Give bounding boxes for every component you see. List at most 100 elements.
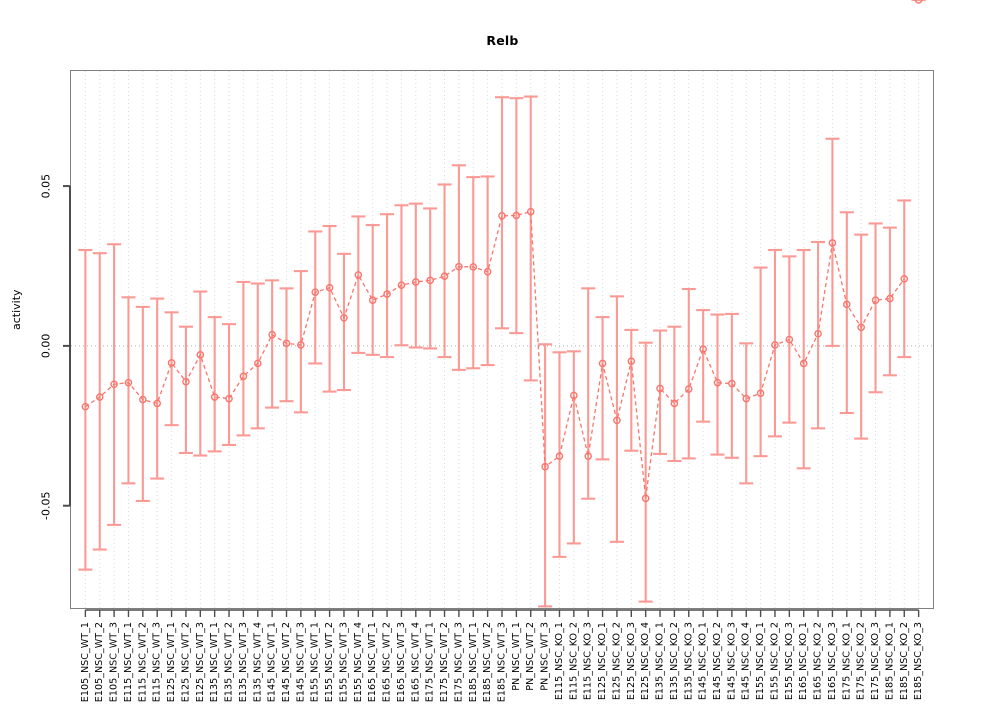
data-point: [124, 378, 133, 387]
error-bar: [696, 309, 711, 423]
data-point: [368, 296, 377, 304]
data-point: [153, 399, 161, 408]
x-tick-label: E135_NSC_WT_2: [224, 622, 235, 702]
x-tick-label: E185_NSC_WT_2: [482, 622, 493, 702]
error-bar: [724, 312, 739, 459]
x-tick-label: PN_NSC_WT_2: [525, 622, 536, 691]
data-point: [684, 385, 693, 393]
x-tick-label: E145_NSC_KO_3: [726, 622, 737, 700]
data-point: [512, 211, 521, 220]
x-tick-label: E145_NSC_WT_2: [281, 622, 292, 702]
x-tick-label: E125_NSC_KO_1: [597, 622, 608, 700]
error-bar: [408, 202, 423, 349]
error-bar: [365, 224, 380, 356]
error-bar: [236, 280, 251, 437]
y-tick-label: 0.00: [40, 334, 53, 359]
error-bar: [207, 316, 222, 453]
error-bar: [336, 252, 351, 392]
data-point: [914, 0, 923, 4]
data-point: [239, 372, 248, 381]
x-tick-label: E125_NSC_WT_3: [195, 622, 206, 702]
x-tick-label: PN_NSC_WT_1: [511, 622, 522, 691]
data-point: [340, 313, 348, 322]
x-tick-label: E135_NSC_WT_3: [238, 622, 249, 702]
data-point: [799, 359, 808, 368]
x-tick-label: E135_NSC_WT_1: [209, 622, 220, 702]
x-tick-label: E155_NSC_KO_2: [769, 622, 780, 700]
data-point: [670, 399, 679, 408]
x-tick-label: E135_NSC_KO_1: [655, 622, 666, 700]
x-tick-label: E175_NSC_KO_2: [856, 622, 867, 700]
x-tick-label: E145_NSC_KO_4: [741, 622, 752, 700]
x-tick-label: E155_NSC_KO_1: [755, 622, 766, 700]
data-point: [526, 207, 535, 216]
data-point: [541, 462, 549, 471]
error-bar: [279, 287, 294, 403]
data-point: [282, 339, 291, 348]
data-point: [110, 380, 118, 389]
x-tick-label: E155_NSC_WT_1: [310, 622, 321, 702]
error-bar: [480, 175, 495, 367]
data-point: [570, 391, 578, 400]
error-bar: [322, 224, 337, 393]
page-title: Relb: [486, 33, 519, 48]
data-point: [182, 377, 190, 386]
error-bar: [451, 164, 466, 371]
x-tick-label: E165_NSC_WT_1: [367, 622, 378, 702]
x-tick-label: E175_NSC_WT_3: [453, 622, 464, 702]
data-point: [139, 395, 147, 404]
x-tick-label: E105_NSC_WT_3: [109, 622, 120, 702]
x-tick-label: E135_NSC_WT_4: [252, 622, 263, 702]
error-bar: [222, 323, 237, 447]
error-bar: [523, 95, 538, 382]
data-point: [268, 330, 276, 339]
x-tick-label: E145_NSC_WT_1: [267, 622, 278, 702]
x-tick-label: E115_NSC_KO_2: [568, 622, 579, 700]
x-tick-label: E155_NSC_WT_2: [324, 622, 335, 702]
x-tick-label: E185_NSC_KO_1: [884, 622, 895, 700]
y-tick-label: 0.05: [40, 174, 53, 199]
x-tick-label: E105_NSC_WT_2: [94, 622, 105, 702]
x-tick-label: E125_NSC_KO_2: [611, 622, 622, 700]
x-tick-label: E155_NSC_KO_3: [784, 622, 795, 700]
data-point: [656, 384, 664, 393]
y-tick-label: -0.05: [40, 491, 53, 519]
x-tick-label: E165_NSC_WT_4: [410, 622, 421, 702]
error-bar: [437, 183, 452, 359]
x-tick-label: E175_NSC_KO_1: [841, 622, 852, 700]
x-tick-label: E135_NSC_KO_3: [683, 622, 694, 700]
x-tick-label: E185_NSC_WT_3: [497, 622, 508, 702]
x-tick-label: E125_NSC_KO_3: [626, 622, 637, 700]
x-tick-label: E115_NSC_WT_2: [137, 622, 148, 702]
data-point: [871, 296, 880, 304]
data-point: [483, 267, 492, 276]
data-point: [455, 262, 463, 271]
data-point: [785, 335, 794, 344]
data-point: [613, 416, 621, 425]
error-bar: [854, 233, 869, 440]
error-bar: [767, 248, 782, 438]
error-bar: [739, 342, 754, 485]
error-bar: [839, 211, 854, 415]
x-tick-label: E145_NSC_KO_1: [698, 622, 709, 700]
x-tick-label: E125_NSC_KO_4: [640, 622, 651, 700]
error-bar: [466, 176, 481, 370]
data-point: [756, 389, 765, 398]
data-point: [225, 394, 233, 403]
data-point: [440, 272, 449, 281]
data-point: [311, 288, 320, 296]
error-bar: [710, 313, 725, 456]
error-bar: [423, 207, 438, 350]
error-bar: [92, 252, 107, 551]
data-point: [598, 359, 607, 368]
error-bar: [394, 204, 409, 347]
data-point: [354, 271, 363, 279]
data-point: [713, 378, 722, 387]
data-point: [699, 345, 707, 353]
x-tick-label: E125_NSC_WT_2: [180, 622, 191, 702]
error-bar: [250, 282, 265, 430]
data-point: [81, 402, 90, 411]
x-tick-label: E115_NSC_WT_3: [152, 622, 163, 702]
